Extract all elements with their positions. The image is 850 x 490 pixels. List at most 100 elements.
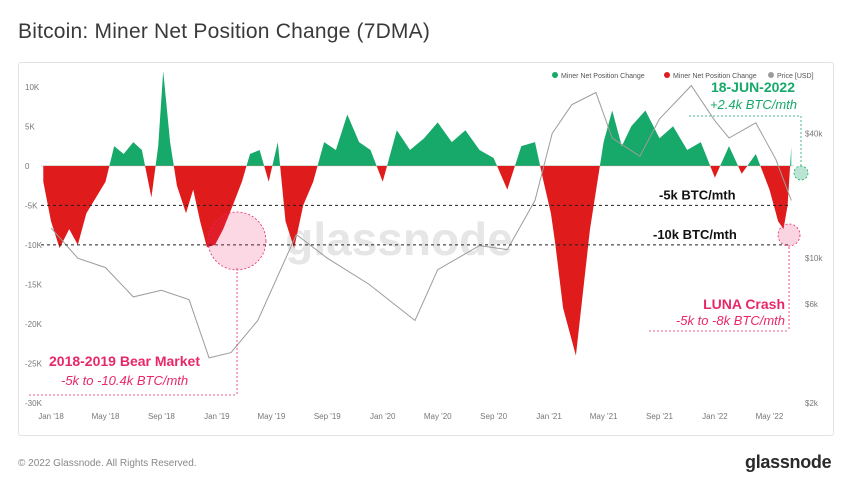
data-point [659, 137, 661, 139]
data-point [714, 177, 716, 179]
data-point [206, 246, 208, 248]
data-point [396, 129, 398, 131]
data-point [686, 149, 688, 151]
y-tick-label: 5K [25, 122, 35, 131]
y-right-tick-label: $10k [805, 254, 823, 263]
jun-title: 18-JUN-2022 [711, 79, 795, 95]
y-right-tick-label: $2k [805, 399, 819, 408]
data-point [59, 247, 61, 249]
x-tick-label: Sep '20 [480, 412, 507, 421]
data-point [493, 157, 495, 159]
x-tick-label: May '22 [756, 412, 784, 421]
data-point [521, 145, 523, 147]
legend-label: Miner Net Position Change [673, 73, 757, 80]
data-point [192, 189, 194, 191]
legend-swatch [552, 72, 558, 78]
price-line [50, 84, 792, 359]
data-point [346, 114, 348, 116]
data-point [769, 189, 771, 191]
y-tick-label: 10K [25, 83, 40, 92]
data-point [113, 145, 115, 147]
data-point [437, 122, 439, 124]
data-point [621, 145, 623, 147]
x-tick-label: Jan '21 [536, 412, 562, 421]
data-point [50, 220, 52, 222]
data-point [176, 185, 178, 187]
data-point [335, 149, 337, 151]
data-point [755, 153, 757, 155]
data-point [611, 110, 613, 112]
legend-label: Price [USD] [777, 73, 814, 80]
reference-label: -5k BTC/mth [659, 187, 736, 202]
data-point [285, 220, 287, 222]
data-point [631, 126, 633, 128]
jun-highlight [793, 165, 809, 181]
data-point [603, 141, 605, 143]
data-point [323, 141, 325, 143]
x-tick-label: Sep '19 [314, 412, 341, 421]
y-tick-label: -30K [25, 399, 43, 408]
data-point [370, 149, 372, 151]
y-tick-label: -20K [25, 320, 43, 329]
data-point [185, 212, 187, 214]
data-point [382, 181, 384, 183]
data-point [302, 205, 304, 207]
y-tick-label: -25K [25, 359, 43, 368]
x-tick-label: Jan '22 [702, 412, 728, 421]
data-point [293, 247, 295, 249]
data-point [169, 141, 171, 143]
data-point [312, 181, 314, 183]
data-point [777, 220, 779, 222]
data-point [358, 141, 360, 143]
jun-value: +2.4k BTC/mth [710, 97, 797, 112]
luna-title: LUNA Crash [703, 296, 785, 312]
x-tick-label: Jan '18 [38, 412, 64, 421]
data-point [741, 173, 743, 175]
y-tick-label: -10K [25, 241, 43, 250]
data-point [555, 244, 557, 246]
x-tick-label: May '20 [424, 412, 452, 421]
data-point [86, 212, 88, 214]
y-tick-label: -5K [25, 201, 38, 210]
bear-market-range: -5k to -10.4k BTC/mth [61, 373, 188, 388]
bear-market-highlight [207, 211, 267, 271]
data-point [277, 141, 279, 143]
x-tick-label: May '21 [590, 412, 618, 421]
data-point [42, 181, 44, 183]
data-point [68, 228, 70, 230]
data-point [550, 212, 552, 214]
data-point [105, 181, 107, 183]
data-point [132, 141, 134, 143]
miner-net-position-chart[interactable]: glassnode -5k BTC/mth -10k BTC/mth 2018-2… [19, 63, 833, 435]
data-point [451, 141, 453, 143]
data-point [259, 149, 261, 151]
legend-swatch [768, 72, 774, 78]
positive-area [43, 71, 792, 166]
data-point [534, 141, 536, 143]
data-point [790, 146, 792, 148]
y-tick-label: 0 [25, 162, 30, 171]
data-point [465, 129, 467, 131]
x-tick-label: Sep '21 [646, 412, 673, 421]
y-right-tick-label: $40k [805, 129, 823, 138]
data-point [423, 137, 425, 139]
data-point [268, 181, 270, 183]
data-point [645, 110, 647, 112]
x-tick-label: Jan '20 [370, 412, 396, 421]
data-point [157, 145, 159, 147]
x-tick-label: May '18 [92, 412, 120, 421]
y-tick-label: -15K [25, 280, 43, 289]
bear-market-title: 2018-2019 Bear Market [49, 353, 200, 369]
x-tick-label: Jan '19 [204, 412, 230, 421]
data-point [95, 197, 97, 199]
data-point [249, 153, 251, 155]
copyright-text: © 2022 Glassnode. All Rights Reserved. [18, 458, 197, 469]
data-point [700, 141, 702, 143]
data-point [506, 189, 508, 191]
luna-range: -5k to -8k BTC/mth [676, 313, 785, 328]
data-point [162, 70, 164, 72]
x-tick-label: May '19 [258, 412, 286, 421]
glassnode-watermark: glassnode [285, 213, 513, 265]
data-point [562, 307, 564, 309]
glassnode-logo[interactable]: glassnode [745, 452, 832, 472]
